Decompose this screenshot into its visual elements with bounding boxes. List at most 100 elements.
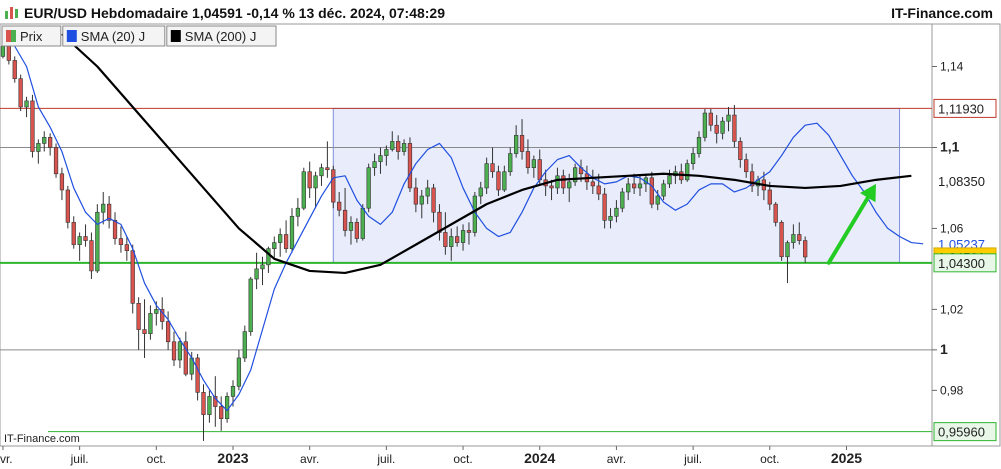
- price-label-box: [933, 253, 997, 273]
- candle-body: [637, 183, 643, 189]
- candle-body: [614, 207, 619, 217]
- candle-body: [289, 215, 295, 249]
- sma200-line: [61, 33, 912, 275]
- candle-body: [95, 211, 100, 272]
- candle-body: [213, 396, 218, 407]
- candle-body: [242, 331, 247, 359]
- candle-body: [773, 203, 778, 223]
- candle-swatch-icon-up: [11, 30, 16, 42]
- x-tick-label: oct.: [147, 452, 166, 466]
- candle-body: [325, 167, 330, 171]
- candle-body: [460, 230, 466, 243]
- candle-body: [791, 234, 796, 243]
- candle-body: [130, 250, 135, 304]
- candle-body: [71, 222, 76, 245]
- icon-candle-2: [10, 7, 13, 19]
- candle-body: [549, 185, 554, 189]
- legend-label: SMA (200) J: [185, 29, 257, 44]
- candle-body: [401, 143, 407, 152]
- candle-body: [48, 137, 53, 148]
- candle-body: [508, 153, 513, 173]
- x-tick-label: juil.: [683, 452, 702, 466]
- x-tick-label: oct.: [760, 452, 779, 466]
- candle-body: [785, 242, 790, 258]
- black-swatch-icon: [170, 30, 181, 42]
- candle-body: [661, 183, 666, 197]
- y-tick-label: 1,02: [940, 302, 964, 316]
- brand-label: IT-Finance.com: [891, 5, 993, 21]
- candle-body: [596, 185, 601, 195]
- legend-item-box[interactable]: [62, 25, 166, 47]
- legend-item-1[interactable]: SMA (20) J: [62, 25, 166, 47]
- x-tick-label: avr.: [607, 452, 626, 466]
- candle-body: [77, 236, 82, 245]
- candle-body: [154, 309, 159, 314]
- candle-body: [171, 341, 177, 361]
- price-label-box: [933, 422, 997, 442]
- legend-item-0[interactable]: Prix: [1, 25, 62, 47]
- candle-body: [342, 209, 348, 231]
- y-tick-label: 1: [940, 341, 948, 357]
- candle-body: [36, 143, 41, 152]
- candle-body: [30, 100, 35, 152]
- trend-arrow-shaft: [826, 188, 874, 265]
- candle-body: [561, 175, 566, 189]
- candle-body: [590, 181, 595, 187]
- candle-body: [12, 60, 17, 79]
- candle-body: [496, 171, 501, 191]
- trend-arrow-head: [860, 183, 876, 203]
- legend-item-box[interactable]: [166, 25, 277, 47]
- y-tick-label: 1,1: [940, 138, 960, 154]
- candle-body: [407, 143, 413, 189]
- price-label: 0,95960: [938, 425, 985, 440]
- candle-body: [112, 220, 118, 239]
- candle-body: [655, 195, 660, 205]
- watermark: IT-Finance.com: [4, 433, 80, 445]
- candle-body: [690, 153, 696, 164]
- candle-body: [254, 268, 259, 280]
- candle-body: [449, 236, 454, 247]
- candle-body: [779, 222, 784, 258]
- legend-item-2[interactable]: SMA (200) J: [166, 25, 277, 47]
- x-tick-label: 2025: [831, 450, 862, 466]
- candle-body: [0, 45, 6, 57]
- candle-body: [537, 159, 542, 181]
- candle-body: [118, 238, 124, 245]
- candle-body: [313, 175, 318, 189]
- candle-body: [732, 114, 737, 142]
- candle-body: [478, 187, 483, 197]
- candle-body: [337, 201, 342, 211]
- candle-body: [106, 203, 112, 221]
- candle-body: [331, 169, 336, 203]
- x-tick-label: avr.: [0, 452, 13, 466]
- icon-candle-3: [15, 9, 18, 18]
- candle-body: [18, 78, 23, 108]
- candle-body: [749, 171, 755, 187]
- candle-body: [207, 396, 212, 415]
- candle-body: [726, 114, 731, 122]
- legend-item-box[interactable]: [1, 25, 62, 47]
- candle-body: [307, 171, 312, 189]
- candle-body: [620, 191, 625, 209]
- candle-body: [183, 341, 188, 375]
- candle-body: [248, 278, 253, 332]
- candle-body: [366, 167, 371, 209]
- candle-body: [6, 45, 11, 61]
- candle-body: [767, 189, 772, 205]
- candle-body: [744, 159, 749, 173]
- legend-label: SMA (20) J: [81, 29, 145, 44]
- candle-body: [631, 183, 637, 189]
- candle-body: [136, 303, 141, 330]
- candlestick-icon: [5, 7, 18, 19]
- candle-body: [803, 240, 808, 258]
- price-label-box: [934, 171, 996, 190]
- candle-body: [466, 230, 472, 233]
- price-label-box: [933, 98, 997, 118]
- candle-body: [484, 163, 489, 189]
- candle-body: [720, 120, 725, 134]
- candle-body: [236, 357, 242, 387]
- candle-body: [219, 406, 224, 419]
- candle-body: [101, 203, 106, 213]
- icon-candle-1: [5, 11, 8, 19]
